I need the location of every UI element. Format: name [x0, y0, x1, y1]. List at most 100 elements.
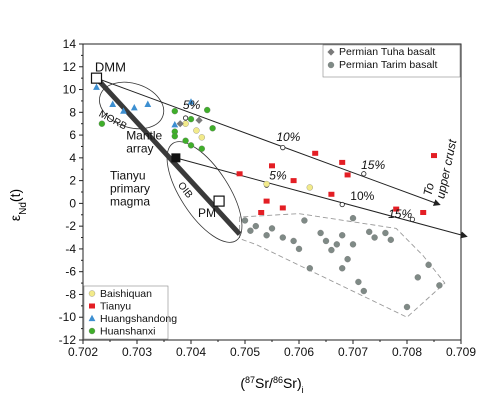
- point-permian-tarim-basalt: [382, 229, 389, 237]
- x-tick-label: 0.706: [284, 345, 314, 359]
- point-permian-tarim-basalt: [241, 217, 249, 224]
- legend-label-tianyu: Tianyu: [100, 301, 131, 313]
- legend-marker-tianyu: [89, 303, 95, 309]
- point-huangshandong: [171, 121, 179, 128]
- legend-bottom-box: [83, 285, 169, 340]
- x-tick-label: 0.702: [68, 345, 98, 359]
- legend-label-huangshandong: Huangshandong: [100, 313, 177, 325]
- point-tianyu: [290, 178, 297, 184]
- point-permian-tarim-basalt: [387, 236, 394, 243]
- legend-top-box: [322, 44, 461, 78]
- y-tick-label: 10: [63, 83, 77, 97]
- point-baishiquan: [198, 134, 205, 141]
- point-permian-tarim-basalt: [371, 234, 378, 241]
- point-baishiquan: [263, 180, 270, 188]
- point-baishiquan: [306, 184, 313, 191]
- x-tick-label: 0.708: [392, 345, 422, 359]
- dmm-label: DMM: [95, 59, 126, 74]
- point-permian-tarim-basalt: [349, 241, 357, 248]
- x-tick-label: 0.704: [176, 345, 206, 359]
- point-huangshandong: [187, 98, 195, 105]
- y-tick-label: -8: [65, 287, 76, 301]
- y-tick-label: 6: [69, 128, 76, 142]
- point-baishiquan: [193, 127, 200, 134]
- point-tianyu: [339, 159, 346, 165]
- point-tianyu: [236, 171, 243, 177]
- x-tick-label: 0.703: [122, 345, 152, 359]
- y-tick-label: -12: [59, 333, 77, 347]
- pm-square: [213, 195, 225, 207]
- point-huangshandong: [144, 100, 152, 107]
- point-huanshanxi: [171, 133, 178, 140]
- point-permian-tarim-basalt: [279, 234, 286, 241]
- point-permian-tarim-basalt: [349, 215, 357, 222]
- tianyu-primary-square: [171, 153, 181, 163]
- point-permian-tarim-basalt: [339, 265, 346, 272]
- pct5-lower-label: 5%: [269, 168, 287, 182]
- point-permian-tarim-basalt: [301, 217, 308, 224]
- point-permian-tarim-basalt: [339, 232, 346, 239]
- point-permian-tarim-basalt: [333, 241, 340, 248]
- point-permian-tuha-basalt: [195, 116, 203, 124]
- point-huangshandong: [109, 100, 117, 107]
- point-huanshanxi: [204, 106, 211, 114]
- point-permian-tarim-basalt: [436, 282, 443, 289]
- legend-marker-huanshanxi: [88, 327, 96, 335]
- point-huanshanxi: [171, 108, 178, 115]
- point-tianyu: [328, 191, 335, 197]
- field-outlines: [99, 81, 446, 318]
- point-permian-tarim-basalt: [268, 225, 276, 232]
- tianyu-primary-magma-label: Tianyu primary magma: [110, 168, 150, 208]
- to-upper-crust-label: Toupper crust: [421, 135, 460, 200]
- mixing-line: [96, 77, 441, 206]
- x-tick-label: 0.707: [338, 345, 368, 359]
- mixing-lines: [94, 76, 468, 239]
- point-huanshanxi: [187, 115, 195, 123]
- point-permian-tarim-basalt: [247, 227, 254, 234]
- data-points: [93, 83, 443, 311]
- point-tianyu: [258, 209, 265, 215]
- y-tick-label: 8: [69, 105, 76, 119]
- mixing-increment-marker: [339, 201, 345, 208]
- legend-label-permian-tarim-basalt: Permian Tarim basalt: [339, 59, 438, 71]
- point-permian-tarim-basalt: [425, 261, 432, 269]
- legend-marker-huangshandong: [88, 314, 96, 322]
- pct15-lower-label: 15%: [388, 207, 412, 221]
- point-tianyu: [431, 153, 437, 159]
- point-permian-tarim-basalt: [295, 245, 303, 253]
- point-permian-tarim-basalt: [317, 229, 324, 237]
- y-tick-label: -6: [65, 265, 76, 279]
- point-permian-tarim-basalt: [263, 232, 270, 239]
- pm-label: PM: [198, 206, 216, 220]
- mixing-increment-marker: [409, 216, 415, 222]
- point-tianyu: [312, 150, 319, 156]
- point-permian-tarim-basalt: [322, 237, 330, 245]
- legend-label-huanshanxi: Huanshanxi: [100, 326, 155, 338]
- x-axis-label: (87Sr/86Sr)i: [240, 375, 303, 395]
- point-tianyu: [263, 198, 270, 204]
- mixing-line: [175, 157, 468, 239]
- y-axis-label: εNd(t): [7, 189, 29, 221]
- point-permian-tarim-basalt: [360, 287, 367, 295]
- point-tianyu: [344, 172, 351, 178]
- y-tick-label: 0: [69, 196, 76, 210]
- y-tick-label: -10: [59, 310, 77, 324]
- x-tick-label: 0.705: [230, 345, 260, 359]
- legend-marker-permian-tarim-basalt: [327, 61, 335, 69]
- point-permian-tarim-basalt: [328, 246, 335, 254]
- tarim-field-outline: [239, 213, 446, 318]
- point-huanshanxi: [198, 145, 205, 152]
- pct10-lower-label: 10%: [350, 189, 374, 203]
- mantle-array-label: Mantle array: [126, 129, 162, 156]
- legend-label-permian-tuha-basalt: Permian Tuha basalt: [339, 46, 435, 58]
- point-permian-tarim-basalt: [366, 228, 373, 235]
- point-huanshanxi: [209, 125, 216, 132]
- legend-marker-baishiquan: [88, 290, 96, 297]
- axes: 0.702 0.703 0.704 0.705 0.706 0.707 0.708 0.709…: [59, 37, 477, 359]
- point-huangshandong: [120, 107, 127, 114]
- point-tianyu: [279, 205, 286, 211]
- point-permian-tarim-basalt: [344, 256, 351, 263]
- point-huangshandong: [130, 103, 138, 111]
- point-permian-tarim-basalt: [355, 278, 362, 286]
